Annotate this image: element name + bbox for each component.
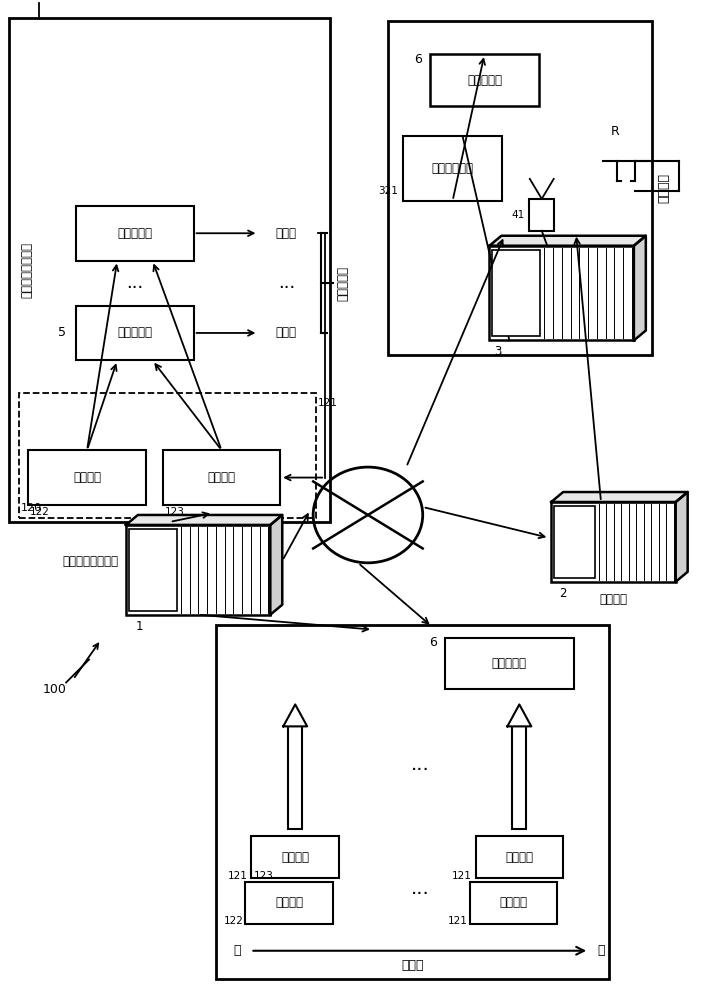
Text: 第二识别器: 第二识别器 (467, 74, 502, 87)
Text: 对象图像数据: 对象图像数据 (432, 162, 474, 175)
Bar (529, 199, 554, 231)
Polygon shape (634, 236, 646, 340)
Text: 第一识别器: 第一识别器 (117, 326, 153, 339)
Text: 121: 121 (228, 871, 247, 881)
Text: 第二识别器: 第二识别器 (492, 657, 527, 670)
Text: 输出値: 输出値 (276, 326, 297, 339)
Bar (475, 836, 563, 878)
Text: ...: ... (411, 755, 430, 774)
Text: 121: 121 (448, 916, 467, 926)
Bar (28, 450, 146, 505)
Bar (252, 836, 339, 878)
Text: 输出値: 输出値 (276, 227, 297, 240)
Text: 机器学习: 机器学习 (289, 750, 302, 778)
Bar (76, 206, 193, 261)
Text: 122: 122 (30, 507, 50, 517)
Text: 正解数据: 正解数据 (505, 851, 534, 864)
Bar (470, 882, 557, 924)
Polygon shape (551, 492, 688, 502)
Text: 41: 41 (511, 210, 524, 220)
Text: 图像数据: 图像数据 (276, 896, 303, 909)
Text: 120: 120 (21, 503, 42, 513)
Text: 3: 3 (494, 345, 502, 358)
Text: 123: 123 (253, 871, 273, 881)
Polygon shape (283, 704, 307, 726)
Text: 图像数据: 图像数据 (73, 471, 101, 484)
Bar (444, 638, 574, 689)
Text: 难易度设定: 难易度设定 (337, 266, 349, 301)
Text: 2: 2 (559, 587, 567, 600)
Bar (489, 246, 634, 340)
Text: 1: 1 (136, 620, 143, 633)
Bar (288, 726, 302, 829)
Bar (9, 18, 330, 522)
Text: 100: 100 (42, 683, 66, 696)
Text: 121: 121 (318, 398, 338, 408)
Text: 122: 122 (224, 916, 243, 926)
Text: ...: ... (127, 274, 143, 292)
Bar (388, 21, 652, 355)
Bar (76, 306, 193, 360)
Bar (512, 726, 527, 829)
Text: 検査装置: 検査装置 (657, 173, 670, 203)
Text: 正解数据: 正解数据 (207, 471, 236, 484)
Text: 学习数据生成装置: 学习数据生成装置 (62, 555, 118, 568)
Text: 第一识别器: 第一识别器 (117, 227, 153, 240)
Text: 121: 121 (451, 871, 472, 881)
Text: 321: 321 (378, 186, 398, 196)
Text: 低: 低 (233, 944, 241, 957)
Text: 图像数据: 图像数据 (499, 896, 527, 909)
Text: 123: 123 (165, 507, 185, 517)
Text: 学习装置: 学习装置 (600, 593, 628, 606)
Polygon shape (489, 236, 646, 246)
Bar (129, 529, 176, 611)
Polygon shape (126, 515, 283, 525)
Polygon shape (508, 704, 531, 726)
Text: 难易度: 难易度 (401, 959, 423, 972)
Bar (554, 506, 595, 578)
Bar (163, 450, 280, 505)
Text: ...: ... (278, 274, 295, 292)
Text: 高: 高 (598, 944, 605, 957)
Text: R: R (611, 125, 620, 138)
Text: 6: 6 (429, 636, 437, 649)
Bar (403, 136, 503, 201)
Polygon shape (676, 492, 688, 582)
Text: 6: 6 (414, 53, 422, 66)
Bar (492, 250, 540, 336)
Text: ...: ... (411, 879, 430, 898)
Bar (430, 54, 539, 106)
Text: 5: 5 (58, 326, 66, 339)
Bar (126, 525, 271, 615)
Text: 正解数据: 正解数据 (281, 851, 309, 864)
Bar (19, 393, 316, 518)
Text: 学习数据生成装置: 学习数据生成装置 (21, 242, 34, 298)
Polygon shape (271, 515, 283, 615)
Bar (551, 502, 676, 582)
Bar (216, 625, 609, 979)
Bar (245, 882, 333, 924)
